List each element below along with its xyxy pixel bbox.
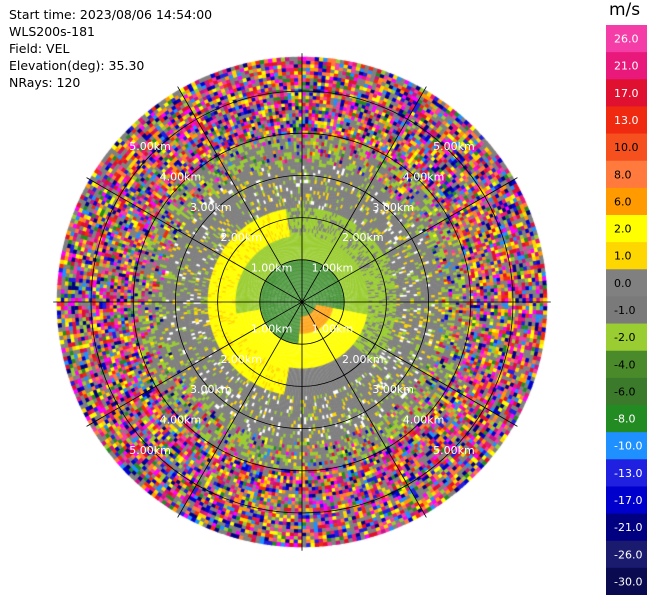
colorbar-swatch: [606, 350, 647, 379]
range-label-3km-0: 3.00km: [190, 201, 232, 214]
colorbar-tick-label: 26.0: [614, 33, 639, 46]
plot-info: Start time: 2023/08/06 14:54:00 WLS200s-…: [9, 6, 212, 91]
range-label-5km-0: 5.00km: [129, 140, 171, 153]
colorbar-tick-label: 0.0: [614, 277, 632, 290]
colorbar-swatch: [606, 513, 647, 542]
colorbar-tick-label: 1.0: [614, 250, 632, 263]
range-label-1km-1: 1.00km: [312, 262, 354, 275]
range-label-1km-3: 1.00km: [312, 322, 354, 335]
range-label-4km-2: 4.00km: [160, 414, 202, 427]
colorbar-swatch: [606, 296, 647, 325]
colorbar-tick-label: -10.0: [614, 440, 642, 453]
colorbar-tick-label: -1.0: [614, 304, 635, 317]
range-label-5km-1: 5.00km: [433, 140, 475, 153]
range-label-3km-1: 3.00km: [372, 201, 414, 214]
colorbar-swatch: [606, 25, 647, 53]
range-label-4km-0: 4.00km: [160, 170, 202, 183]
range-label-2km-0: 2.00km: [220, 231, 262, 244]
range-label-3km-2: 3.00km: [190, 383, 232, 396]
colorbar-swatch: [606, 486, 647, 515]
colorbar-swatch: [606, 405, 647, 433]
colorbar-tick-label: -30.0: [614, 575, 642, 588]
colorbar-tick-label: -17.0: [614, 494, 642, 507]
colorbar-tick-label: 17.0: [614, 87, 639, 100]
colorbar-swatch: [606, 323, 647, 352]
range-label-2km-1: 2.00km: [342, 231, 384, 244]
colorbar-unit: m/s: [609, 0, 641, 20]
colorbar-swatch: [606, 269, 647, 297]
colorbar-swatch: [606, 160, 647, 189]
range-label-5km-3: 5.00km: [433, 444, 475, 457]
colorbar-tick-label: 2.0: [614, 223, 632, 236]
colorbar-tick-label: 13.0: [614, 114, 639, 127]
range-label-1km-0: 1.00km: [251, 262, 293, 275]
start-time-text: Start time: 2023/08/06 14:54:00: [9, 7, 213, 22]
colorbar-swatch: [606, 133, 647, 162]
colorbar-tick-label: 10.0: [614, 141, 639, 154]
colorbar-swatch: [606, 432, 647, 460]
nrays-text: NRays: 120: [9, 75, 81, 90]
colorbar-swatch: [606, 459, 647, 487]
colorbar-swatch: [606, 242, 647, 270]
colorbar-tick-label: 21.0: [614, 60, 639, 73]
colorbar: 26.0 21.0 17.0 13.0 10.0 8.0 6.0 2.0 1.0 0.0 -1.0 -…: [606, 25, 647, 595]
colorbar-tick-label: -21.0: [614, 521, 642, 534]
colorbar-swatch: [606, 79, 647, 107]
colorbar-tick-label: -13.0: [614, 467, 642, 480]
range-label-4km-1: 4.00km: [403, 170, 445, 183]
range-label-2km-2: 2.00km: [220, 353, 262, 366]
colorbar-tick-label: 6.0: [614, 195, 632, 208]
colorbar-tick-label: 8.0: [614, 168, 632, 181]
colorbar-swatch: [606, 567, 647, 595]
colorbar-swatch: [606, 377, 647, 406]
colorbar-tick-label: -26.0: [614, 548, 642, 561]
range-label-1km-2: 1.00km: [251, 322, 293, 335]
range-label-5km-2: 5.00km: [129, 444, 171, 457]
field-text: Field: VEL: [9, 41, 70, 56]
range-label-4km-3: 4.00km: [403, 414, 445, 427]
colorbar-swatch: [606, 540, 647, 569]
colorbar-swatch: [606, 52, 647, 80]
colorbar-tick-label: -2.0: [614, 331, 635, 344]
colorbar-tick-label: -8.0: [614, 413, 635, 426]
colorbar-tick-label: -4.0: [614, 358, 635, 371]
colorbar-swatch: [606, 187, 647, 216]
range-label-2km-3: 2.00km: [342, 353, 384, 366]
station-text: WLS200s-181: [9, 24, 95, 39]
colorbar-swatch: [606, 215, 647, 243]
range-label-3km-3: 3.00km: [372, 383, 414, 396]
colorbar-tick-label: -6.0: [614, 385, 635, 398]
colorbar-swatch: [606, 106, 647, 135]
elevation-text: Elevation(deg): 35.30: [9, 58, 145, 73]
spoke-150deg: [86, 177, 518, 427]
